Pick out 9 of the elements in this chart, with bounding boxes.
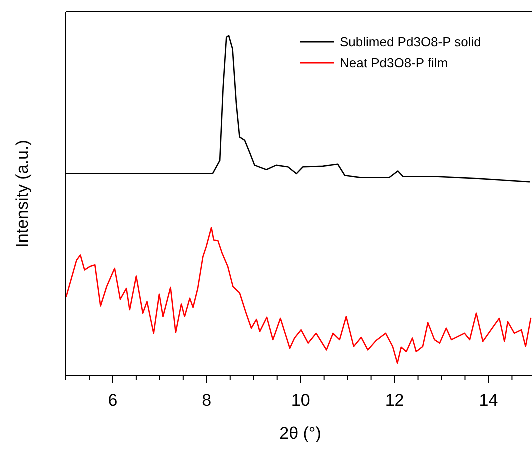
x-tick-label: 8 bbox=[202, 391, 212, 410]
legend-label: Neat Pd3O8-P film bbox=[340, 56, 448, 71]
x-tick-label: 10 bbox=[291, 391, 310, 410]
x-tick-label: 12 bbox=[385, 391, 404, 410]
x-tick-label: 6 bbox=[108, 391, 118, 410]
x-tick-label: 14 bbox=[479, 391, 498, 410]
x-axis-title: 2θ (°) bbox=[280, 424, 322, 443]
legend-label: Sublimed Pd3O8-P solid bbox=[340, 34, 482, 50]
y-axis-title: Intensity (a.u.) bbox=[13, 140, 32, 248]
